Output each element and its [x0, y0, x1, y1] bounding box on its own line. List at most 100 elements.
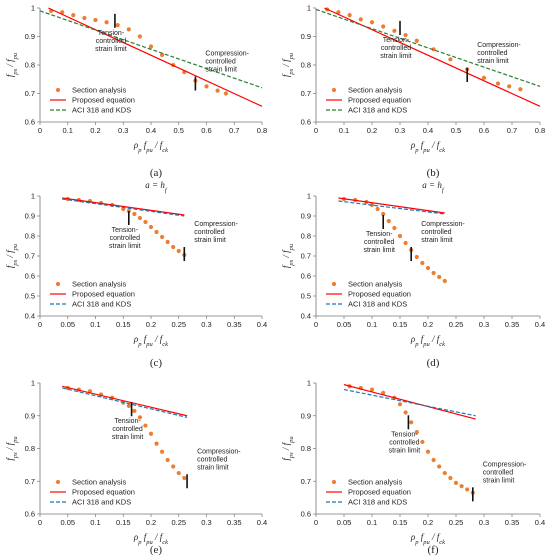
data-point [431, 47, 436, 52]
data-point [215, 88, 220, 93]
series-line-aci-318-kds [62, 198, 185, 217]
y-tick-label: 1 [307, 192, 311, 201]
data-point [392, 225, 397, 231]
annotation-text: Tension-controlled strain limit [380, 37, 412, 60]
data-point [403, 32, 408, 38]
x-tick-label: 0 [314, 518, 318, 527]
y-axis-label: fps / fpu [5, 436, 19, 461]
data-point [420, 439, 425, 445]
data-point [358, 17, 363, 22]
series-line-aci-318-kds [39, 10, 263, 89]
series-line-aci-318-kds [315, 8, 541, 87]
data-point [392, 28, 397, 33]
data-point [425, 449, 431, 454]
x-tick-label: 0 [38, 518, 42, 527]
x-axis-label: ρp fpu / fck [410, 140, 445, 154]
x-tick-label: 0.2 [423, 518, 433, 527]
legend-marker-dot [55, 87, 61, 93]
y-tick-label: 0.8 [301, 61, 311, 70]
data-point [420, 260, 425, 266]
data-point [409, 420, 414, 425]
x-tick-label: 0.2 [146, 320, 156, 329]
x-axis-label: ρp fpu / fck [133, 140, 168, 154]
data-point [126, 27, 131, 32]
x-axis-label: ρp fpu / fck [410, 532, 445, 546]
series-line-proposed-equation [48, 7, 263, 107]
y-tick-label: 0.6 [25, 510, 35, 519]
series-line-proposed-equation [343, 384, 476, 420]
x-tick-label: 0.3 [479, 320, 489, 329]
panel-caption: (f) [428, 544, 439, 556]
x-tick-label: 0.7 [229, 126, 239, 135]
legend-label: Proposed equation [72, 290, 135, 299]
x-tick-label: 0.4 [257, 320, 267, 329]
x-tick-label: 0.35 [505, 320, 520, 329]
data-point [414, 38, 419, 43]
data-point [437, 274, 442, 280]
data-point [104, 20, 109, 25]
x-tick-label: 0.6 [201, 126, 211, 135]
x-tick-label: 0.5 [174, 126, 184, 135]
data-point [459, 484, 464, 489]
annotation-text: Compression-controlled strain limit [197, 448, 241, 471]
y-tick-label: 1 [31, 192, 35, 201]
y-tick-label: 0.8 [25, 61, 35, 70]
data-point [115, 23, 120, 28]
legend-label: ACI 318 and KDS [348, 498, 407, 507]
x-axis-label: ρp fpu / fck [410, 334, 445, 348]
data-point [223, 91, 229, 96]
annotation-text: Tension-controlled strain limit [389, 431, 421, 454]
x-tick-label: 0.05 [337, 320, 352, 329]
data-point [182, 475, 187, 481]
y-tick-label: 0.6 [25, 272, 35, 281]
data-point [448, 57, 453, 62]
data-point [347, 13, 352, 18]
y-tick-label: 0.6 [25, 118, 35, 127]
x-tick-label: 0.7 [507, 126, 517, 135]
top-label: a = hf [422, 180, 445, 194]
data-point [495, 81, 501, 86]
data-point [431, 457, 436, 463]
series-line-aci-318-kds [343, 388, 476, 417]
x-tick-label: 0.2 [423, 320, 433, 329]
x-tick-label: 0.2 [367, 126, 377, 135]
series-line-proposed-equation [62, 197, 185, 216]
data-point [171, 464, 176, 469]
annotation-text: Tension-controlled strain limit [363, 231, 395, 254]
data-point [148, 431, 154, 436]
y-axis-label: fps / fpu [281, 436, 295, 461]
data-point [137, 34, 142, 39]
data-point [403, 410, 408, 415]
chart-panel-1: 0 0.1 0.2 0.3 0.4 0.5 0.6 0.7 0.8 0.6 0.7 0.8 0.9 1 fp… [5, 4, 267, 180]
y-tick-label: 0.6 [301, 272, 311, 281]
legend-marker-dot [55, 281, 61, 287]
legend-marker-dot [331, 479, 337, 485]
data-point [381, 211, 386, 217]
data-point [381, 390, 386, 395]
x-tick-label: 0.1 [339, 126, 349, 135]
data-point [148, 44, 154, 49]
y-tick-label: 1 [307, 4, 311, 13]
y-tick-label: 0.6 [301, 118, 311, 127]
y-tick-label: 0.7 [25, 477, 35, 486]
y-tick-label: 0.8 [301, 444, 311, 453]
x-tick-label: 0.5 [451, 126, 461, 135]
x-tick-label: 0.15 [116, 518, 131, 527]
data-point [165, 239, 170, 245]
y-tick-label: 0.8 [301, 232, 311, 241]
x-tick-label: 0.4 [535, 320, 545, 329]
series-line-proposed-equation [324, 7, 541, 107]
x-tick-label: 0.3 [395, 126, 405, 135]
x-tick-label: 0.3 [118, 126, 128, 135]
panel-caption: (c) [150, 357, 163, 369]
x-tick-label: 0.1 [90, 518, 100, 527]
y-tick-label: 0.5 [25, 292, 35, 301]
y-tick-label: 0.9 [301, 212, 311, 221]
chart-panel-6: 0 0.05 0.1 0.15 0.2 0.25 0.3 0.35 0.4 0.6 0.7 0.8 0.… [281, 379, 545, 557]
data-point [148, 224, 154, 230]
legend-label: Section analysis [72, 478, 126, 487]
x-tick-label: 0 [38, 126, 42, 135]
